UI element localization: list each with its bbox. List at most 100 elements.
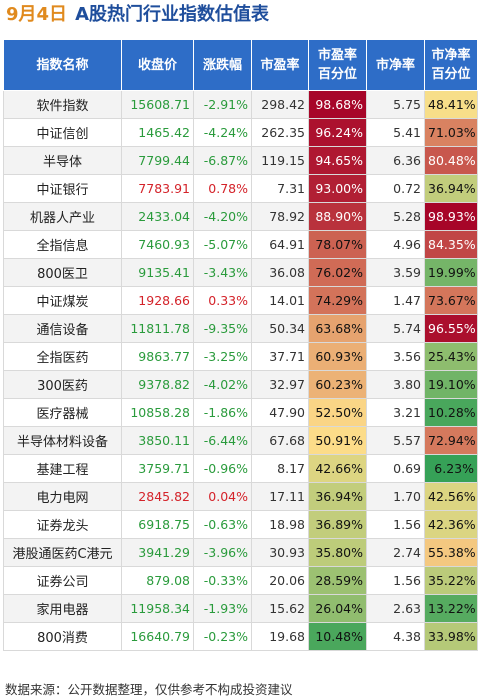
pe-percentile-cell: 96.24% <box>308 118 367 147</box>
table-row: 800医卫 9135.41 -3.43% 36.08 76.02% 3.59 19.99% <box>3 258 478 287</box>
pb-percentile-cell: 35.22% <box>424 566 478 595</box>
valuation-table: 指数名称 收盘价 涨跌幅 市盈率 市盈率 百分位 市净率 市净率 百分位 软件指… <box>3 39 478 651</box>
close-price-cell: 2845.82 <box>121 482 194 511</box>
pb-cell: 0.69 <box>366 454 425 483</box>
index-name-cell: 证券龙头 <box>3 510 122 539</box>
pb-cell: 3.59 <box>366 258 425 287</box>
pb-percentile-cell: 19.99% <box>424 258 478 287</box>
pe-percentile-cell: 10.48% <box>308 622 367 651</box>
table-row: 机器人产业 2433.04 -4.20% 78.92 88.90% 5.28 98.93% <box>3 202 478 231</box>
index-name-cell: 证券公司 <box>3 566 122 595</box>
pb-percentile-cell: 73.67% <box>424 286 478 315</box>
table-row: 中证银行 7783.91 0.78% 7.31 93.00% 0.72 36.94% <box>3 174 478 203</box>
index-name-cell: 中证银行 <box>3 174 122 203</box>
pe-cell: 17.11 <box>251 482 309 511</box>
table-row: 800消费 16640.79 -0.23% 19.68 10.48% 4.38 33.98% <box>3 622 478 651</box>
pb-percentile-cell: 36.94% <box>424 174 478 203</box>
pb-cell: 2.74 <box>366 538 425 567</box>
change-cell: -0.23% <box>193 622 252 651</box>
table-row: 家用电器 11958.34 -1.93% 15.62 26.04% 2.63 13.22% <box>3 594 478 623</box>
pb-percentile-cell: 98.93% <box>424 202 478 231</box>
pb-cell: 5.28 <box>366 202 425 231</box>
close-price-cell: 15608.71 <box>121 90 194 119</box>
index-name-cell: 800医卫 <box>3 258 122 287</box>
pe-cell: 78.92 <box>251 202 309 231</box>
change-cell: -4.02% <box>193 370 252 399</box>
pb-percentile-cell: 84.35% <box>424 230 478 259</box>
change-cell: 0.33% <box>193 286 252 315</box>
pb-cell: 3.21 <box>366 398 425 427</box>
pe-cell: 36.08 <box>251 258 309 287</box>
table-row: 中证煤炭 1928.66 0.33% 14.01 74.29% 1.47 73.67% <box>3 286 478 315</box>
page-title: 9月4日 A股热门行业指数估值表 <box>6 2 269 28</box>
header-pb-percentile: 市净率 百分位 <box>424 39 478 91</box>
table-row: 中证信创 1465.42 -4.24% 262.35 96.24% 5.41 71.03% <box>3 118 478 147</box>
close-price-cell: 3850.11 <box>121 426 194 455</box>
pe-percentile-cell: 36.89% <box>308 510 367 539</box>
title-date: 9月4日 <box>6 4 68 25</box>
pe-cell: 15.62 <box>251 594 309 623</box>
pe-cell: 18.98 <box>251 510 309 539</box>
table-header-row: 指数名称 收盘价 涨跌幅 市盈率 市盈率 百分位 市净率 市净率 百分位 <box>3 39 478 91</box>
close-price-cell: 7783.91 <box>121 174 194 203</box>
pb-cell: 4.96 <box>366 230 425 259</box>
change-cell: 0.04% <box>193 482 252 511</box>
pb-percentile-cell: 55.38% <box>424 538 478 567</box>
pe-cell: 262.35 <box>251 118 309 147</box>
pe-percentile-cell: 76.02% <box>308 258 367 287</box>
pe-cell: 298.42 <box>251 90 309 119</box>
header-pb: 市净率 <box>366 39 425 91</box>
pb-percentile-cell: 10.28% <box>424 398 478 427</box>
change-cell: -3.43% <box>193 258 252 287</box>
pb-cell: 4.38 <box>366 622 425 651</box>
pb-percentile-cell: 42.36% <box>424 510 478 539</box>
pe-cell: 37.71 <box>251 342 309 371</box>
pe-percentile-cell: 28.59% <box>308 566 367 595</box>
change-cell: -2.91% <box>193 90 252 119</box>
pb-cell: 1.56 <box>366 566 425 595</box>
pe-cell: 8.17 <box>251 454 309 483</box>
pe-cell: 119.15 <box>251 146 309 175</box>
header-change: 涨跌幅 <box>193 39 252 91</box>
data-source-note: 数据来源：公开数据整理，仅供参考不构成投资建议 <box>5 682 293 697</box>
pb-percentile-cell: 42.56% <box>424 482 478 511</box>
index-name-cell: 中证信创 <box>3 118 122 147</box>
pb-percentile-cell: 25.43% <box>424 342 478 371</box>
pb-cell: 5.41 <box>366 118 425 147</box>
change-cell: -0.33% <box>193 566 252 595</box>
pb-cell: 1.56 <box>366 510 425 539</box>
pb-cell: 1.70 <box>366 482 425 511</box>
pe-percentile-cell: 94.65% <box>308 146 367 175</box>
pb-percentile-cell: 71.03% <box>424 118 478 147</box>
close-price-cell: 9378.82 <box>121 370 194 399</box>
index-name-cell: 中证煤炭 <box>3 286 122 315</box>
pe-cell: 32.97 <box>251 370 309 399</box>
header-index-name: 指数名称 <box>3 39 122 91</box>
close-price-cell: 16640.79 <box>121 622 194 651</box>
change-cell: -3.25% <box>193 342 252 371</box>
pe-percentile-cell: 52.50% <box>308 398 367 427</box>
table-row: 半导体材料设备 3850.11 -6.44% 67.68 50.91% 5.57 72.94… <box>3 426 478 455</box>
header-pe: 市盈率 <box>251 39 309 91</box>
pe-cell: 30.93 <box>251 538 309 567</box>
pb-percentile-cell: 6.23% <box>424 454 478 483</box>
index-name-cell: 家用电器 <box>3 594 122 623</box>
pb-percentile-cell: 13.22% <box>424 594 478 623</box>
change-cell: 0.78% <box>193 174 252 203</box>
table-row: 全指医药 9863.77 -3.25% 37.71 60.93% 3.56 25.43% <box>3 342 478 371</box>
pe-percentile-cell: 88.90% <box>308 202 367 231</box>
change-cell: -6.44% <box>193 426 252 455</box>
table-row: 通信设备 11811.78 -9.35% 50.34 63.68% 5.74 96.55% <box>3 314 478 343</box>
pe-cell: 19.68 <box>251 622 309 651</box>
index-name-cell: 港股通医药C港元 <box>3 538 122 567</box>
change-cell: -1.86% <box>193 398 252 427</box>
close-price-cell: 7460.93 <box>121 230 194 259</box>
table-body: 软件指数 15608.71 -2.91% 298.42 98.68% 5.75 48.41%… <box>3 90 478 651</box>
header-close: 收盘价 <box>121 39 194 91</box>
pb-percentile-cell: 96.55% <box>424 314 478 343</box>
index-name-cell: 电力电网 <box>3 482 122 511</box>
index-name-cell: 通信设备 <box>3 314 122 343</box>
pe-percentile-cell: 60.23% <box>308 370 367 399</box>
close-price-cell: 11811.78 <box>121 314 194 343</box>
table-row: 证券龙头 6918.75 -0.63% 18.98 36.89% 1.56 42.36% <box>3 510 478 539</box>
